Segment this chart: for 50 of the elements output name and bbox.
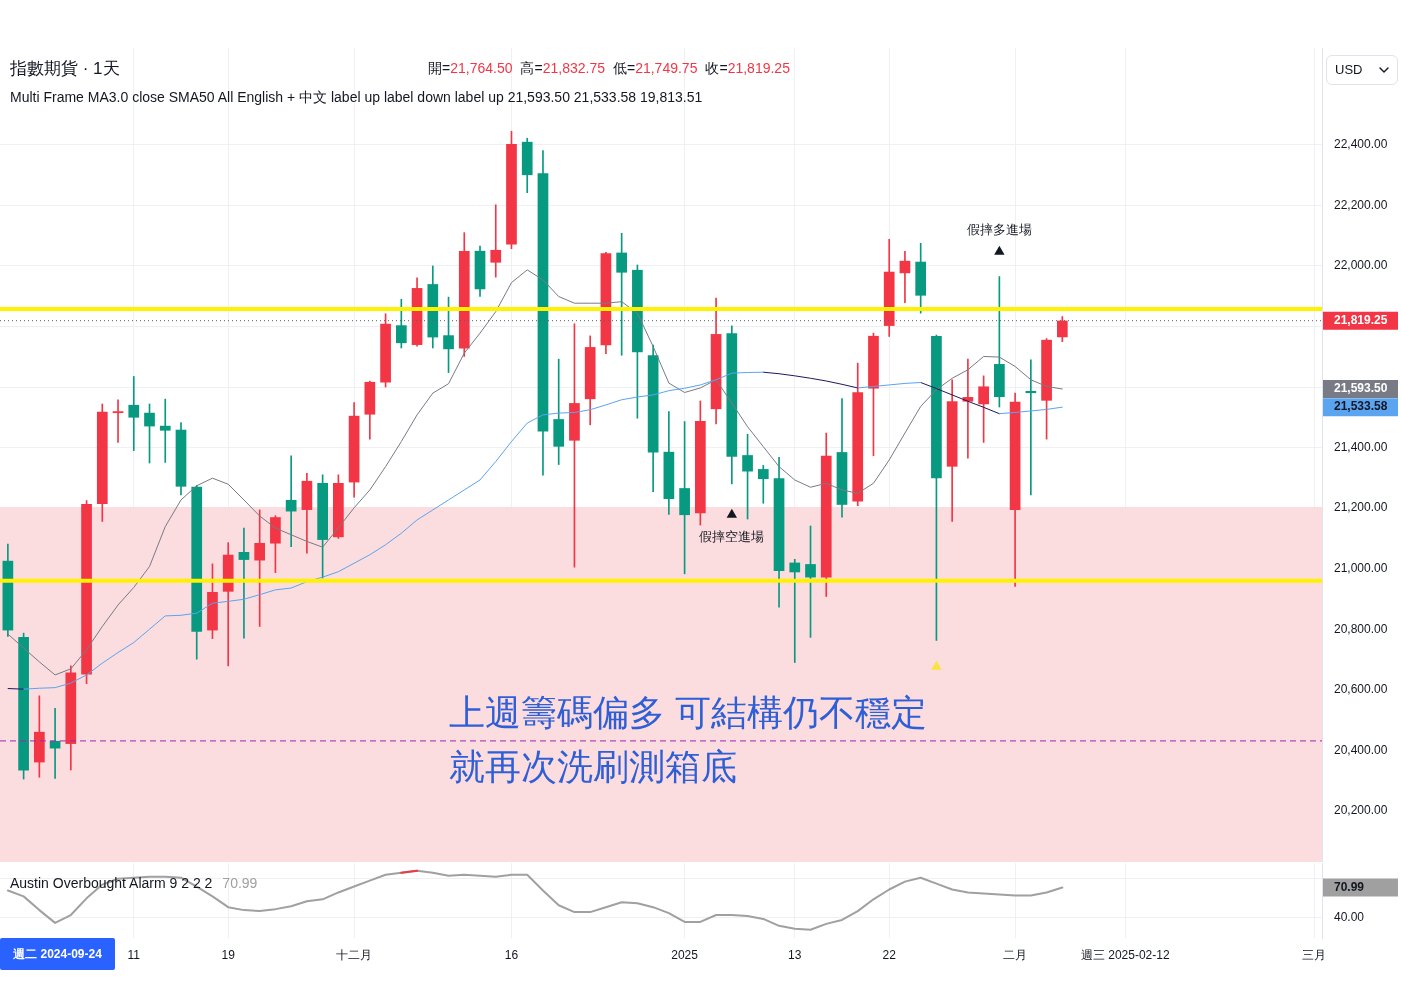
x-tick-label: 11	[127, 947, 141, 962]
annotation: 上週籌碼偏多 可結構仍不穩定就再次洗刷測箱底	[449, 691, 928, 789]
text: Austin Overbought Alarm 9 2 2 2	[10, 875, 213, 891]
candlestick	[757, 465, 769, 504]
y-tick-label: 21,200.00	[1334, 500, 1388, 515]
point	[726, 508, 738, 518]
y-axis-title: USD	[1335, 61, 1363, 79]
x-tick-label: 三月	[1302, 947, 1327, 962]
y-tick-label: 22,000.00	[1334, 258, 1388, 273]
candlestick	[1025, 359, 1037, 496]
ref-line-label: 21,819.25	[1334, 313, 1388, 328]
x-tick-label: 13	[788, 947, 802, 962]
y-tick-label: 21,593.50	[1334, 381, 1388, 396]
text: 開=21,764.50 高=21,832.75 低=21,749.75 收=21,819.25	[428, 60, 790, 76]
x-tick-label: 19	[221, 947, 236, 962]
candlestick	[159, 398, 171, 463]
x-tick-label: 十二月	[336, 947, 373, 962]
y-tick-label: 20,800.00	[1334, 621, 1388, 636]
y-tick-label: 22,400.00	[1334, 137, 1388, 152]
y-tick-label: 40.00	[1334, 910, 1365, 925]
x-tick-label: 16	[504, 947, 519, 962]
x-tick-label: 週三 2025-02-12	[1080, 947, 1170, 962]
candlestick	[285, 455, 297, 547]
annotation: Multi Frame MA3.0 close SMA50 All English + 中文 label up label down label up 21,593.50 21,533.58 19,813.51	[10, 89, 703, 107]
y-tick-label: 20,400.00	[1334, 742, 1388, 757]
x-tick-label: 二月	[1003, 947, 1028, 962]
text: 70.99	[222, 875, 258, 891]
y-tick-label: 20,600.00	[1334, 682, 1388, 697]
y-tick-label: 21,000.00	[1334, 560, 1388, 575]
point	[994, 245, 1005, 255]
dropdown-button: USD	[1326, 55, 1398, 85]
y-tick-label: 22,200.00	[1334, 197, 1388, 212]
y-tick-label: 20,200.00	[1334, 803, 1388, 818]
candlestick	[238, 527, 250, 639]
candlestick	[254, 509, 266, 627]
text: 指數期貨 · 1天	[10, 58, 120, 80]
candlestick	[899, 251, 911, 303]
y-tick-label: 21,533.58	[1334, 399, 1388, 414]
text: 週二 2024-09-24	[0, 938, 115, 970]
candlestick	[112, 399, 124, 443]
point	[931, 660, 942, 670]
candlestick	[128, 376, 140, 451]
candlestick	[490, 204, 502, 278]
x-tick-label: 22	[882, 947, 897, 962]
x-tick-label: 2025	[671, 947, 699, 962]
y-tick-label: 70.99	[1334, 879, 1365, 894]
y-tick-label: 21,400.00	[1334, 439, 1388, 454]
data-label: 假摔多進場	[966, 221, 1032, 237]
candlestick	[789, 558, 801, 663]
data-label: 假摔空進場	[699, 528, 765, 544]
